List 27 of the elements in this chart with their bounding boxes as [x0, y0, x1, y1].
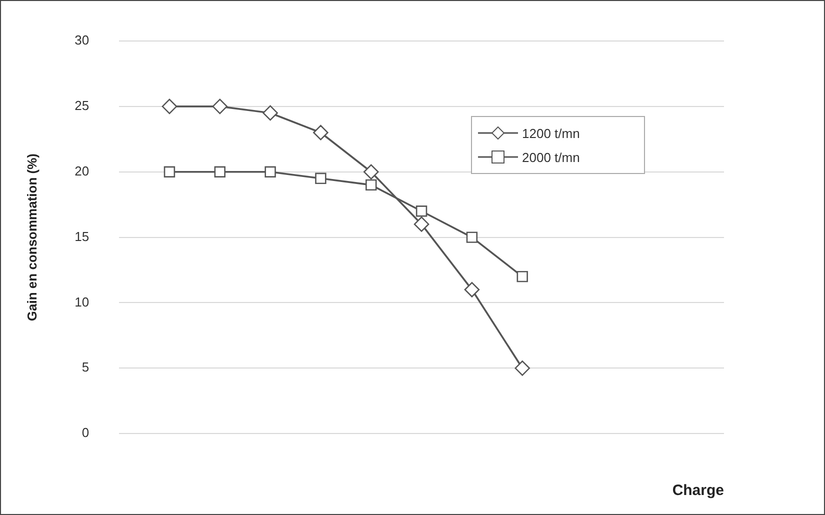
legend-label: 2000 t/mn [522, 150, 580, 164]
y-tick-label: 0 [82, 425, 90, 440]
y-axis-title: Gain en consommation (%) [24, 154, 40, 322]
point [214, 166, 226, 178]
point [416, 206, 428, 217]
point [313, 124, 328, 140]
point [262, 105, 278, 121]
point [264, 166, 276, 178]
point [466, 232, 478, 243]
point [464, 282, 480, 298]
point [366, 179, 377, 191]
y-tick-label: 20 [74, 163, 90, 178]
point [162, 98, 178, 114]
legend-label: 1200 t/mn [522, 126, 580, 140]
y-tick-label: 30 [74, 32, 90, 48]
point [363, 164, 379, 180]
point [315, 172, 326, 184]
y-tick-label: 25 [74, 98, 90, 114]
y-tick-label: 10 [74, 294, 90, 310]
point [514, 360, 530, 376]
point [164, 166, 176, 178]
y-tick-label: 15 [74, 228, 90, 244]
point [414, 216, 430, 232]
x-axis-title: Charge [672, 482, 724, 500]
point [212, 98, 228, 114]
point [516, 270, 528, 282]
y-tick-label: 5 [82, 360, 90, 375]
